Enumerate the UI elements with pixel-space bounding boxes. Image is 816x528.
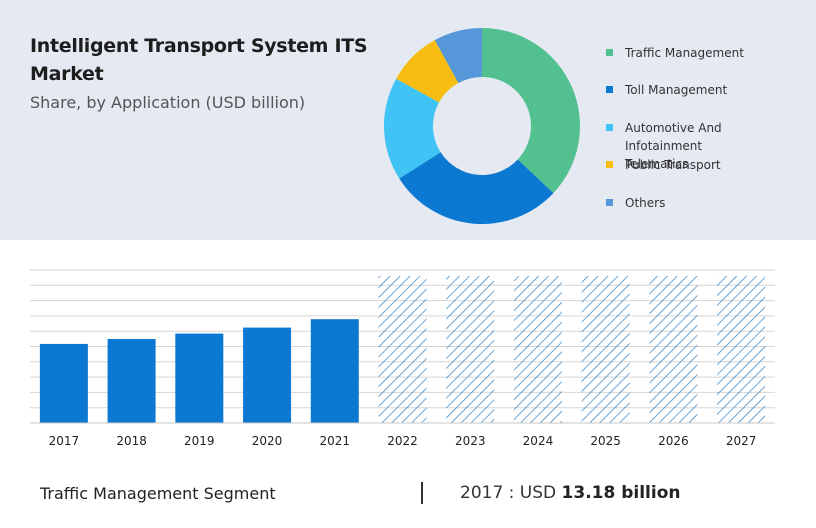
- legend-label: Others: [625, 196, 666, 210]
- x-tick-2024: 2024: [523, 434, 554, 448]
- legend-label: Automotive And Infotainment Telematics: [625, 121, 722, 171]
- chart-subtitle: Share, by Application (USD billion): [30, 93, 306, 112]
- legend-swatch: [606, 199, 613, 206]
- legend-swatch: [606, 161, 613, 168]
- x-tick-2019: 2019: [184, 434, 215, 448]
- value-prefix: 2017 : USD: [460, 483, 562, 503]
- donut-slice-traffic-management: [482, 28, 580, 194]
- forecast-bar-2026: [649, 276, 698, 423]
- forecast-bar-2022: [378, 276, 427, 423]
- bar-2018: [107, 339, 156, 423]
- footer: Traffic Management Segment 2017 : USD 13…: [0, 470, 816, 520]
- x-tick-2025: 2025: [590, 434, 621, 448]
- bar-2019: [175, 333, 224, 423]
- donut-slice-public-transport: [396, 40, 459, 103]
- x-tick-2020: 2020: [252, 434, 283, 448]
- forecast-bar-2024: [513, 276, 562, 423]
- segment-value: 2017 : USD 13.18 billion: [460, 483, 680, 503]
- bar-2017: [39, 343, 88, 423]
- legend-swatch: [606, 86, 613, 93]
- bar-chart: 2017 2018 2019 2020 2021 2022 2023 2024 2025 2026…: [30, 269, 775, 448]
- legend-label: Traffic Management: [625, 46, 744, 60]
- donut-slice-others: [434, 28, 482, 84]
- donut-slice-toll-management: [399, 152, 554, 225]
- legend-label: Toll Management: [625, 83, 728, 97]
- donut-slice-automotive-and-infotainment-telematics: [384, 78, 441, 179]
- x-tick-2018: 2018: [116, 434, 147, 448]
- legend-label: Public Transport: [625, 158, 721, 172]
- legend-item-traffic-management: Traffic Management: [606, 44, 744, 62]
- segment-label: Traffic Management Segment: [40, 484, 276, 503]
- legend-swatch: [606, 124, 613, 131]
- top-panel: Intelligent Transport System ITS Market …: [0, 0, 816, 240]
- x-tick-2017: 2017: [49, 434, 80, 448]
- x-tick-2022: 2022: [387, 434, 418, 448]
- forecast-bar-2025: [581, 276, 630, 423]
- value-amount: 13.18 billion: [561, 483, 681, 503]
- divider: [421, 482, 423, 504]
- x-tick-2026: 2026: [658, 434, 689, 448]
- legend-item-toll-management: Toll Management: [606, 81, 727, 99]
- bar-2020: [243, 327, 292, 423]
- x-tick-2021: 2021: [319, 434, 350, 448]
- donut-chart: [384, 28, 580, 225]
- bar-2021: [310, 319, 359, 423]
- legend-item-public-transport: Public Transport: [606, 156, 721, 174]
- legend-item-automotive-and-infotainment-telematics: Automotive And Infotainment Telematics: [606, 119, 766, 173]
- chart-title: Intelligent Transport System ITS Market: [30, 35, 368, 85]
- forecast-bar-2027: [717, 276, 766, 423]
- legend-item-others: Others: [606, 194, 665, 212]
- forecast-bar-2023: [446, 276, 495, 423]
- legend-swatch: [606, 49, 613, 56]
- x-tick-2027: 2027: [726, 434, 757, 448]
- x-tick-2023: 2023: [455, 434, 486, 448]
